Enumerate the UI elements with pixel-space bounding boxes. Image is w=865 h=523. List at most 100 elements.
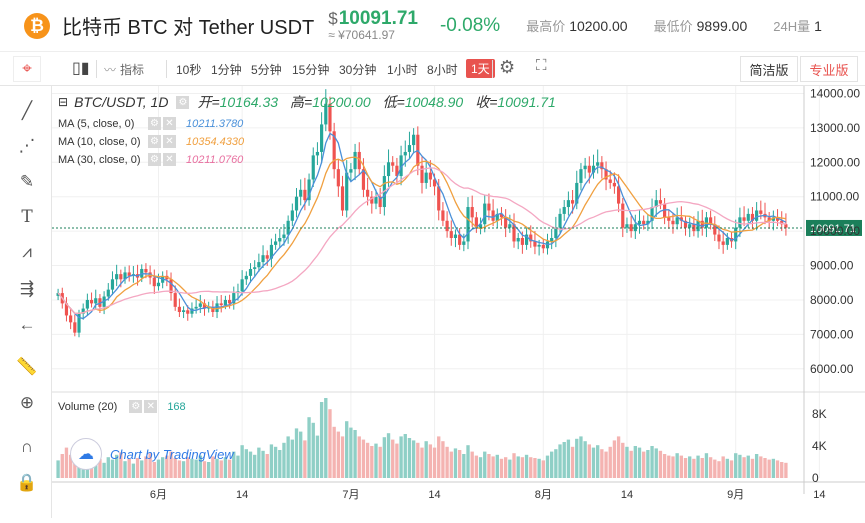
tradingview-link[interactable]: ☁ Chart by TradingView xyxy=(70,438,234,470)
low-value: 9899.00 xyxy=(696,18,748,34)
candle-body xyxy=(721,241,725,245)
lock-icon[interactable]: 🔒 xyxy=(16,473,38,492)
volume-bar xyxy=(437,436,441,478)
volume-bar xyxy=(194,459,198,478)
ma5-remove-icon[interactable]: ✕ xyxy=(163,117,176,130)
magnet-icon[interactable]: ∩ xyxy=(20,437,34,456)
candle-body xyxy=(755,210,759,221)
candle-body xyxy=(315,151,320,156)
candle-body xyxy=(478,224,483,228)
volume-bar xyxy=(311,422,315,478)
zoom-in-icon[interactable]: ⊕ xyxy=(19,393,35,412)
volume-bar xyxy=(227,459,232,478)
line-tool-icon[interactable]: ╱ xyxy=(21,101,33,120)
candle-body xyxy=(357,151,361,170)
settings-gear-icon[interactable]: ⚙ xyxy=(499,57,516,77)
candle-body xyxy=(512,224,516,242)
volume-settings-icon[interactable]: ⚙ xyxy=(129,400,143,413)
back-arrow-icon[interactable]: ← xyxy=(18,315,36,334)
ma5-settings-icon[interactable]: ⚙ xyxy=(148,117,161,130)
volume-bar xyxy=(612,440,617,478)
candle-body xyxy=(374,196,378,204)
close-label: 收= xyxy=(475,94,498,110)
chart-area[interactable]: 10091.71 14000.00 13000.00 12000.00 11000.00… xyxy=(52,86,865,518)
interval-1h[interactable]: 1小时 xyxy=(387,63,418,77)
volume-bar xyxy=(667,455,671,478)
candle-body xyxy=(449,231,453,238)
ma10-remove-icon[interactable]: ✕ xyxy=(163,135,176,148)
volume-bar xyxy=(140,460,144,478)
interval-30m[interactable]: 30分钟 xyxy=(339,63,377,77)
candle-body xyxy=(675,217,679,225)
volume-bar xyxy=(253,454,257,478)
volume-tick-label: 8K xyxy=(812,407,827,421)
fib-tool-icon[interactable]: ⋰ xyxy=(18,136,36,155)
candle-body xyxy=(562,207,566,214)
volume-bar xyxy=(303,440,307,478)
crosshair-icon[interactable]: ⌖ xyxy=(13,56,41,82)
candle-body xyxy=(340,186,345,211)
volume-bar xyxy=(708,457,713,478)
volume-bar xyxy=(64,447,69,478)
volume-bar xyxy=(294,428,299,478)
volume-bar xyxy=(688,456,692,478)
text-icon[interactable]: T xyxy=(21,207,33,227)
pro-view-button[interactable]: 专业版 xyxy=(800,56,858,82)
symbol-settings-icon[interactable]: ⚙ xyxy=(176,95,190,109)
volume-bar xyxy=(604,451,608,478)
candle-body xyxy=(320,124,324,152)
pattern-icon[interactable]: ⩘ xyxy=(22,242,32,261)
candle-body xyxy=(612,182,617,187)
high-stat: 最高价 10200.00 xyxy=(526,16,627,35)
volume-bar xyxy=(110,459,115,478)
candle-body xyxy=(474,217,478,228)
ruler-icon[interactable]: 📏 xyxy=(16,357,38,376)
interval-8h[interactable]: 8小时 xyxy=(427,63,458,77)
volume-bar xyxy=(391,439,395,478)
measure-icon[interactable]: ⇶ xyxy=(19,279,35,298)
candle-style-icon[interactable]: ▯▮ xyxy=(72,60,90,77)
ma30-settings-icon[interactable]: ⚙ xyxy=(148,153,161,166)
volume-bar xyxy=(123,461,127,478)
simple-view-button[interactable]: 简洁版 xyxy=(740,56,798,82)
candle-body xyxy=(437,186,441,211)
volume-bar xyxy=(495,454,499,478)
volume-bar xyxy=(725,458,730,478)
ma10-line xyxy=(57,156,787,315)
volume-bar xyxy=(466,445,470,478)
volume-bar xyxy=(395,443,399,478)
volume-bar xyxy=(679,455,684,478)
candle-body xyxy=(123,272,127,280)
candle-body xyxy=(566,200,570,208)
volume-bar xyxy=(148,453,152,478)
brush-icon[interactable]: ✎ xyxy=(19,172,35,191)
interval-15m[interactable]: 15分钟 xyxy=(292,63,330,77)
tradingview-cloud-icon: ☁ xyxy=(70,438,102,470)
price-chart[interactable]: 10091.71 14000.00 13000.00 12000.00 11000.00… xyxy=(52,86,865,518)
candle-body xyxy=(169,279,173,294)
interval-1m[interactable]: 1分钟 xyxy=(211,63,242,77)
interval-5m[interactable]: 5分钟 xyxy=(251,63,282,77)
collapse-icon[interactable]: ⊟ xyxy=(58,95,69,109)
candle-body xyxy=(717,234,721,242)
volume-bar xyxy=(784,462,788,478)
volume-bar xyxy=(449,451,453,478)
volume-remove-icon[interactable]: ✕ xyxy=(144,400,158,413)
indicator-button[interactable]: 〰指标 xyxy=(104,61,144,78)
interval-10s[interactable]: 10秒 xyxy=(176,63,202,77)
candle-body xyxy=(190,308,194,314)
volume-bar xyxy=(499,458,504,478)
candle-body xyxy=(177,306,181,312)
volume-bar xyxy=(89,460,94,478)
ma10-settings-icon[interactable]: ⚙ xyxy=(148,135,161,148)
fullscreen-icon[interactable]: ⛶ xyxy=(536,57,547,74)
ma30-remove-icon[interactable]: ✕ xyxy=(163,153,176,166)
last-price-label: 10091.71 xyxy=(810,223,856,235)
volume-bar xyxy=(131,463,136,478)
volume-bar xyxy=(324,398,328,478)
candle-body xyxy=(654,200,658,208)
volume-bar xyxy=(282,442,286,478)
candle-body xyxy=(767,217,771,221)
volume-bar xyxy=(621,442,625,478)
interval-1d[interactable]: 1天 xyxy=(466,59,495,78)
